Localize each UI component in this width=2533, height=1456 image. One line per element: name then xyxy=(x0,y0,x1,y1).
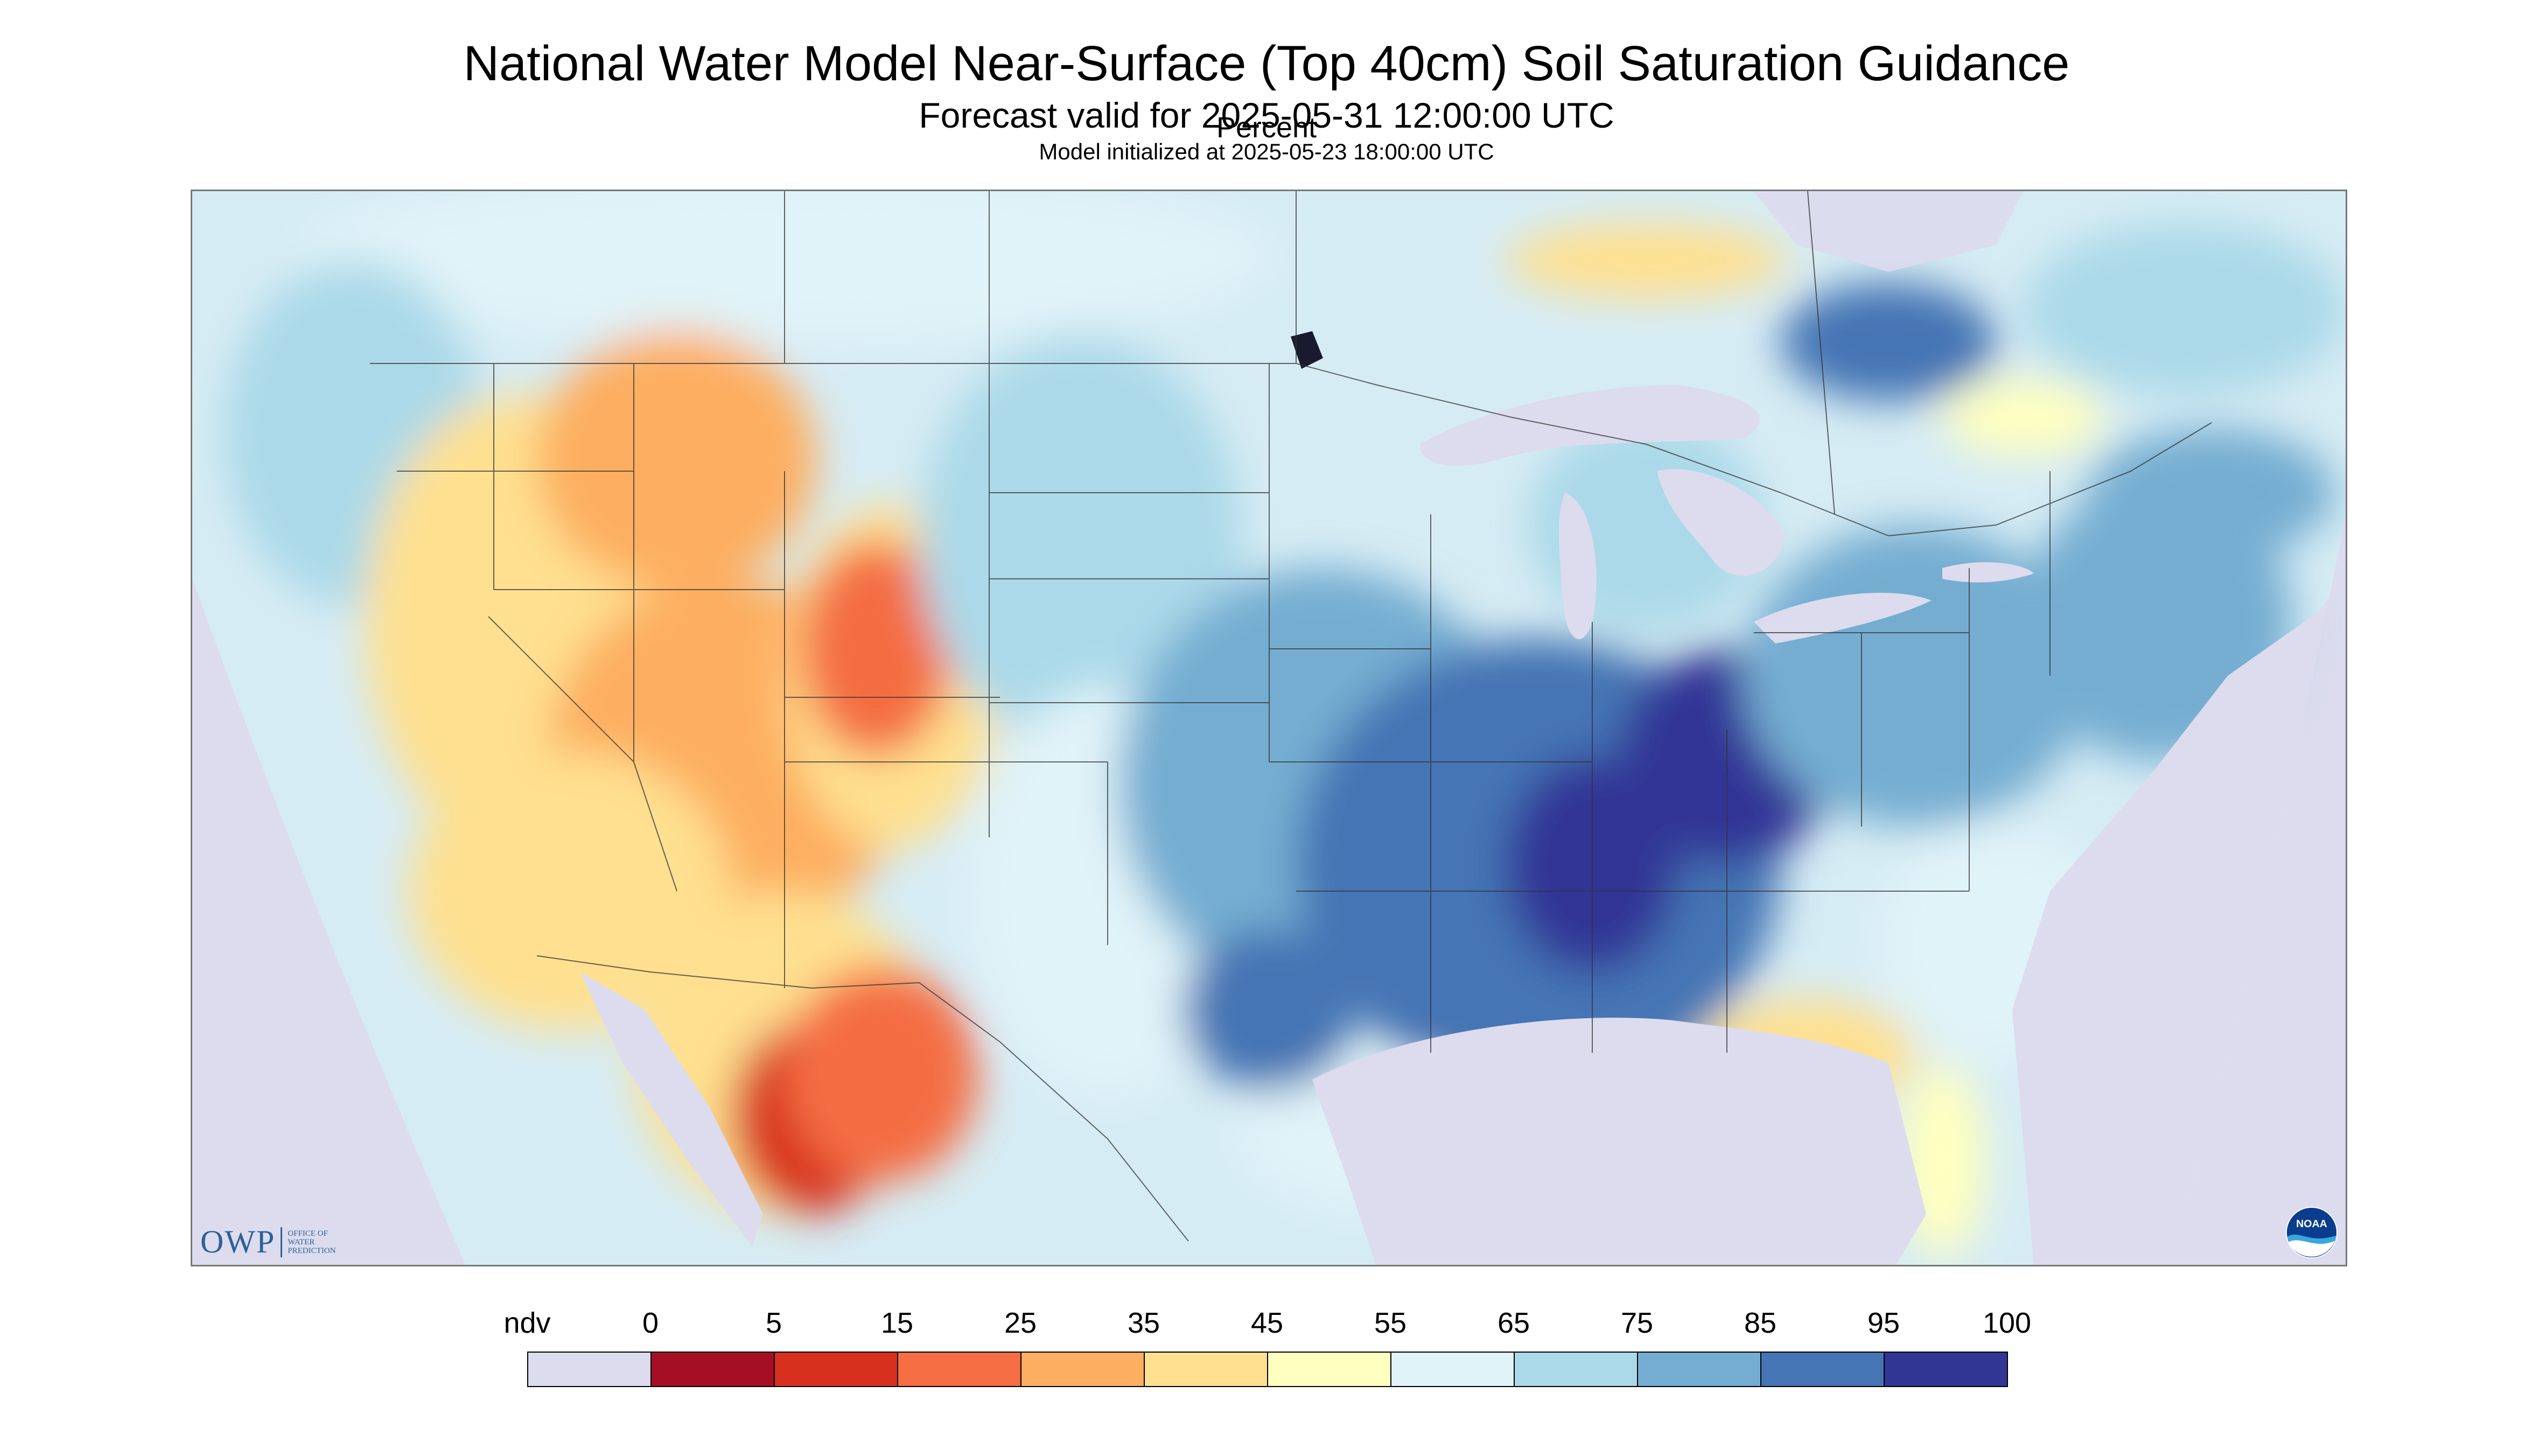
pacific-ocean xyxy=(192,579,466,1265)
canada-provinces xyxy=(784,191,1835,515)
legend-tick-label: 65 xyxy=(1497,1307,1530,1339)
legend-tick-label: ndv xyxy=(503,1307,551,1339)
gulf-of-mexico xyxy=(1312,1017,1926,1265)
owp-logo: OWP OFFICE OF WATER PREDICTION xyxy=(200,1223,336,1261)
legend-tick-label: 55 xyxy=(1374,1307,1407,1339)
hudson-bay-edge xyxy=(1754,191,2023,272)
owp-logo-divider xyxy=(281,1227,283,1257)
legend-swatch xyxy=(1884,1352,2008,1387)
atlantic-ocean xyxy=(2012,516,2346,1265)
legend-swatch xyxy=(1760,1352,1885,1387)
boundaries xyxy=(370,191,2212,1242)
legend-tick-label: 25 xyxy=(1004,1307,1037,1339)
legend-tick-label: 35 xyxy=(1127,1307,1160,1339)
lake-michigan xyxy=(1559,493,1597,640)
legend-swatch xyxy=(650,1352,775,1387)
state-lines-central xyxy=(989,363,1646,1053)
owp-logo-subtext: OFFICE OF WATER PREDICTION xyxy=(288,1229,336,1255)
legend-swatch xyxy=(1637,1352,1761,1387)
legend-tick-label: 45 xyxy=(1250,1307,1284,1339)
state-lines-west xyxy=(397,363,1108,988)
legend-swatch xyxy=(1514,1352,1638,1387)
state-lines-east xyxy=(1592,471,2051,1053)
us-canada-border xyxy=(370,363,2212,537)
legend-tick-label: 95 xyxy=(1867,1307,1900,1339)
soil-saturation-map xyxy=(191,190,2347,1266)
legend-tick-label: 0 xyxy=(642,1307,659,1339)
legend-tick-label: 100 xyxy=(1982,1307,2032,1339)
us-mexico-border xyxy=(536,955,1189,1242)
legend-swatch xyxy=(1390,1352,1515,1387)
noaa-logo: NOAA xyxy=(2285,1206,2338,1259)
legend-swatch xyxy=(527,1352,652,1387)
lake-winnipeg xyxy=(1291,331,1323,369)
legend-unit-label: Percent xyxy=(1216,111,1317,144)
legend-tick-label: 5 xyxy=(765,1307,782,1339)
water-bodies xyxy=(192,191,2346,1265)
legend-swatch xyxy=(897,1352,1021,1387)
noaa-logo-text: NOAA xyxy=(2296,1218,2327,1230)
forecast-valid-subtitle: Forecast valid for 2025-05-31 12:00:00 U… xyxy=(919,95,1614,135)
owp-logo-mark: OWP xyxy=(200,1224,276,1259)
legend-swatch xyxy=(1020,1352,1145,1387)
model-init-line: Model initialized at 2025-05-23 18:00:00… xyxy=(1039,139,1494,164)
legend-tick-label: 75 xyxy=(1620,1307,1654,1339)
lake-erie xyxy=(1754,592,1932,643)
lake-huron xyxy=(1657,469,1786,576)
legend-swatch xyxy=(1267,1352,1391,1387)
legend-swatch xyxy=(1144,1352,1268,1387)
legend-tick-label: 15 xyxy=(880,1307,914,1339)
lake-superior xyxy=(1420,385,1760,466)
color-legend: ndv 0 5 15 25 35 45 55 65 75 85 95 100 xyxy=(0,1292,2533,1454)
legend-swatch xyxy=(774,1352,898,1387)
gulf-of-california xyxy=(580,972,763,1247)
map-title: National Water Model Near-Surface (Top 4… xyxy=(463,36,2070,91)
legend-tick-label: 85 xyxy=(1744,1307,1777,1339)
lake-ontario xyxy=(1942,562,2034,583)
